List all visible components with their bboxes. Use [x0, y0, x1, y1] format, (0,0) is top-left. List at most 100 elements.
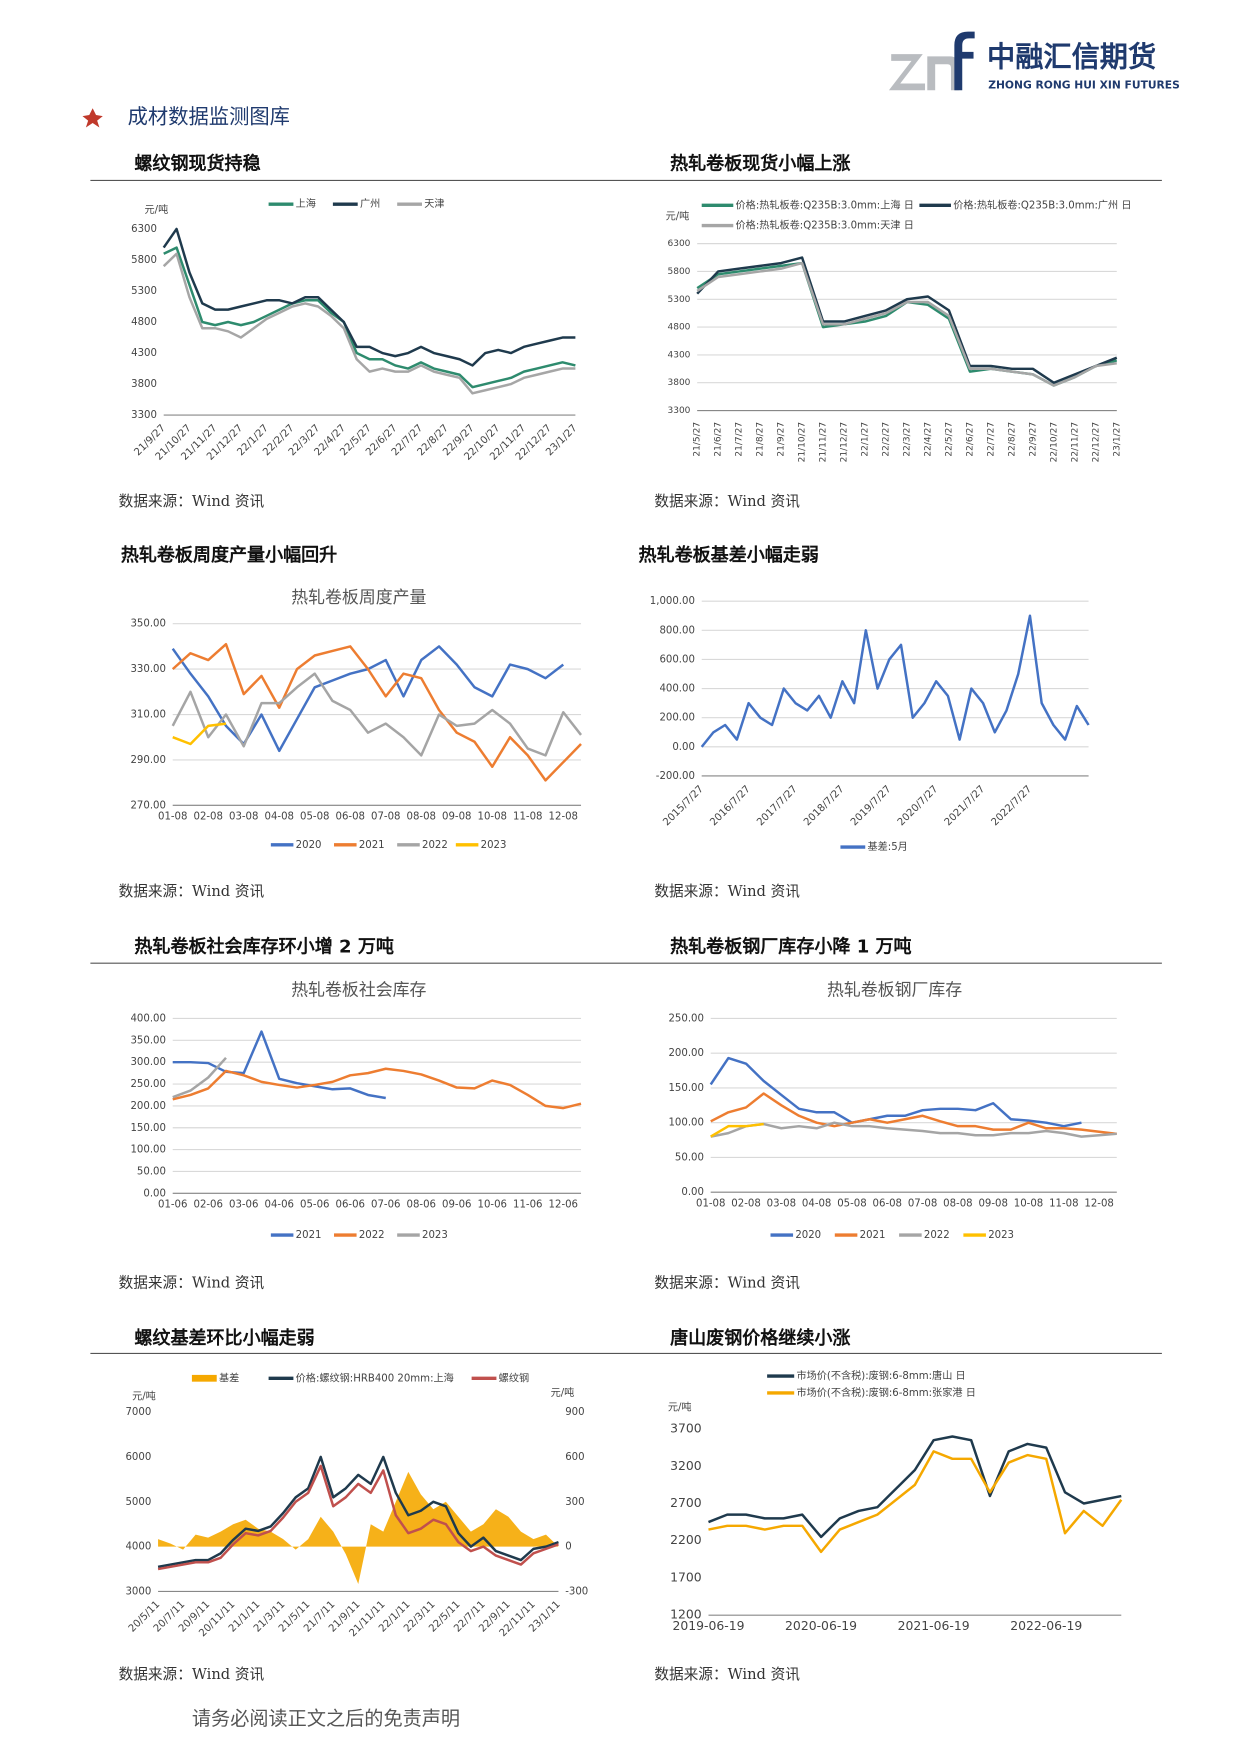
y-tick-label: 4800: [131, 317, 157, 328]
y-tick-label: 400.00: [130, 1013, 165, 1024]
chart-heading: 热轧卷板基差小幅走弱: [639, 544, 819, 566]
chart-heading: 唐山废钢价格继续小涨: [670, 1327, 850, 1349]
y-tick-label: 250.00: [668, 1013, 703, 1024]
legend-label: 螺纹钢: [499, 1371, 529, 1384]
logo-mark: [927, 56, 959, 91]
chart-heading: 螺纹基差环比小幅走弱: [134, 1327, 314, 1349]
x-tick-label: 21/6/27: [714, 422, 724, 457]
y-tick-label: 1700: [670, 1569, 702, 1584]
x-tick-label: 07-06: [371, 1200, 400, 1211]
y2-tick-label: 600: [565, 1452, 584, 1463]
y-tick-label: 4300: [667, 350, 690, 360]
x-tick-label: 11-08: [513, 812, 542, 823]
series-line: [162, 252, 576, 395]
y-tick-label: 100.00: [130, 1145, 165, 1156]
legend-label: 广州: [360, 198, 380, 210]
x-tick-label: 04-06: [265, 1200, 294, 1211]
series-line: [700, 614, 1090, 748]
y2-tick-label: 900: [565, 1407, 584, 1418]
y-tick-label: 200.00: [668, 1048, 703, 1059]
x-tick-label: 2019/7/27: [849, 784, 894, 829]
x-tick-label: 03-08: [229, 812, 258, 823]
y-tick-label: 0.00: [681, 1187, 704, 1198]
x-tick-label: 12-08: [1084, 1198, 1113, 1209]
source-note: 数据来源：Wind 资讯: [119, 1666, 265, 1683]
y-tick-label: 0.00: [672, 742, 695, 753]
legend-label: 市场价(不含税):废钢:6-8mm:唐山 日: [796, 1369, 965, 1382]
legend-label: 2020: [795, 1230, 821, 1241]
chart-title: 热轧卷板周度产量: [291, 587, 426, 607]
y-tick-label: 3200: [670, 1458, 702, 1473]
x-tick-label: 21/9/27: [777, 422, 787, 457]
y-axis-label: 元/吨: [132, 1389, 156, 1402]
x-tick-label: 2020-06-19: [785, 1618, 857, 1633]
series-line: [172, 722, 227, 746]
legend-label: 2020: [296, 840, 322, 851]
area: [158, 1471, 559, 1584]
x-tick-label: 2019-06-19: [672, 1618, 744, 1633]
y-tick-label: 2700: [670, 1495, 702, 1510]
x-tick-label: 22/5/27: [944, 422, 954, 457]
y-tick-label: 3800: [667, 378, 690, 388]
series-line: [162, 227, 576, 367]
footer: 请务必阅读正文之后的免责声明: [192, 1707, 460, 1730]
series-line: [157, 1464, 559, 1571]
x-tick-label: 08-06: [407, 1200, 436, 1211]
y-tick-label: 600.00: [659, 654, 694, 665]
x-tick-label: 04-08: [265, 812, 294, 823]
x-tick-label: 03-08: [767, 1198, 796, 1209]
x-tick-label: 03-06: [229, 1200, 258, 1211]
y2-tick-label: 0: [565, 1542, 571, 1553]
legend-label: 市场价(不含税):废钢:6-8mm:张家港 日: [796, 1386, 975, 1399]
y-tick-label: 5000: [125, 1497, 151, 1508]
y-tick-label: 300.00: [130, 1057, 165, 1068]
x-tick-label: 05-08: [300, 812, 329, 823]
y-tick-label: 150.00: [130, 1123, 165, 1134]
y-tick-label: 100.00: [668, 1118, 703, 1129]
y-tick-label: 200.00: [659, 713, 694, 724]
y-tick-label: 250.00: [130, 1079, 165, 1090]
y-tick-label: 2200: [670, 1532, 702, 1547]
x-tick-label: 12-08: [549, 812, 578, 823]
y-axis-label: 元/吨: [145, 203, 169, 216]
x-tick-label: 05-08: [837, 1198, 866, 1209]
legend-label: 价格:热轧板卷:Q235B:3.0mm:广州 日: [953, 198, 1131, 211]
x-tick-label: 2021-06-19: [898, 1618, 970, 1633]
x-tick-label: 21/10/27: [798, 422, 808, 463]
y-axis-label: 元/吨: [668, 1401, 692, 1414]
y-tick-label: 3800: [131, 379, 157, 390]
x-tick-label: 22/10/27: [1049, 422, 1059, 463]
x-tick-label: 02-08: [731, 1198, 760, 1209]
x-tick-label: 22/1/27: [861, 422, 871, 457]
source-note: 数据来源：Wind 资讯: [119, 493, 265, 510]
x-tick-label: 05-06: [300, 1200, 329, 1211]
series-line: [710, 1122, 764, 1138]
logo: 中融汇信期货 ZHONG RONG HUI XIN FUTURES: [888, 31, 1180, 92]
company-name-en: ZHONG RONG HUI XIN FUTURES: [988, 79, 1180, 92]
x-tick-label: 11-08: [1049, 1198, 1078, 1209]
x-tick-label: 21/12/27: [840, 422, 850, 463]
series-line: [172, 1030, 386, 1100]
legend-label: 2021: [296, 1230, 322, 1241]
x-tick-label: 07-08: [908, 1198, 937, 1209]
legend-label: 2023: [422, 1230, 448, 1241]
x-tick-label: 10-06: [478, 1200, 507, 1211]
legend-label: 天津: [424, 198, 444, 210]
y-tick-label: 4000: [125, 1542, 151, 1553]
series-line: [696, 261, 1118, 387]
series-line: [696, 261, 1117, 387]
x-tick-label: 22/6/27: [965, 422, 975, 457]
x-tick-label: 06-08: [336, 812, 365, 823]
y-tick-label: 50.00: [137, 1166, 166, 1177]
x-tick-label: 2022/7/27: [990, 784, 1035, 829]
y-tick-label: 350.00: [130, 1035, 165, 1046]
y-tick-label: 3000: [125, 1586, 151, 1597]
y-tick-label: 4300: [131, 348, 157, 359]
x-tick-label: 23/1/27: [1112, 422, 1122, 457]
y-tick-label: 150.00: [668, 1083, 703, 1094]
logo-mark: [888, 54, 926, 91]
series-line: [157, 1455, 559, 1569]
x-tick-label: 09-06: [442, 1200, 471, 1211]
series-line: [710, 1121, 1117, 1138]
